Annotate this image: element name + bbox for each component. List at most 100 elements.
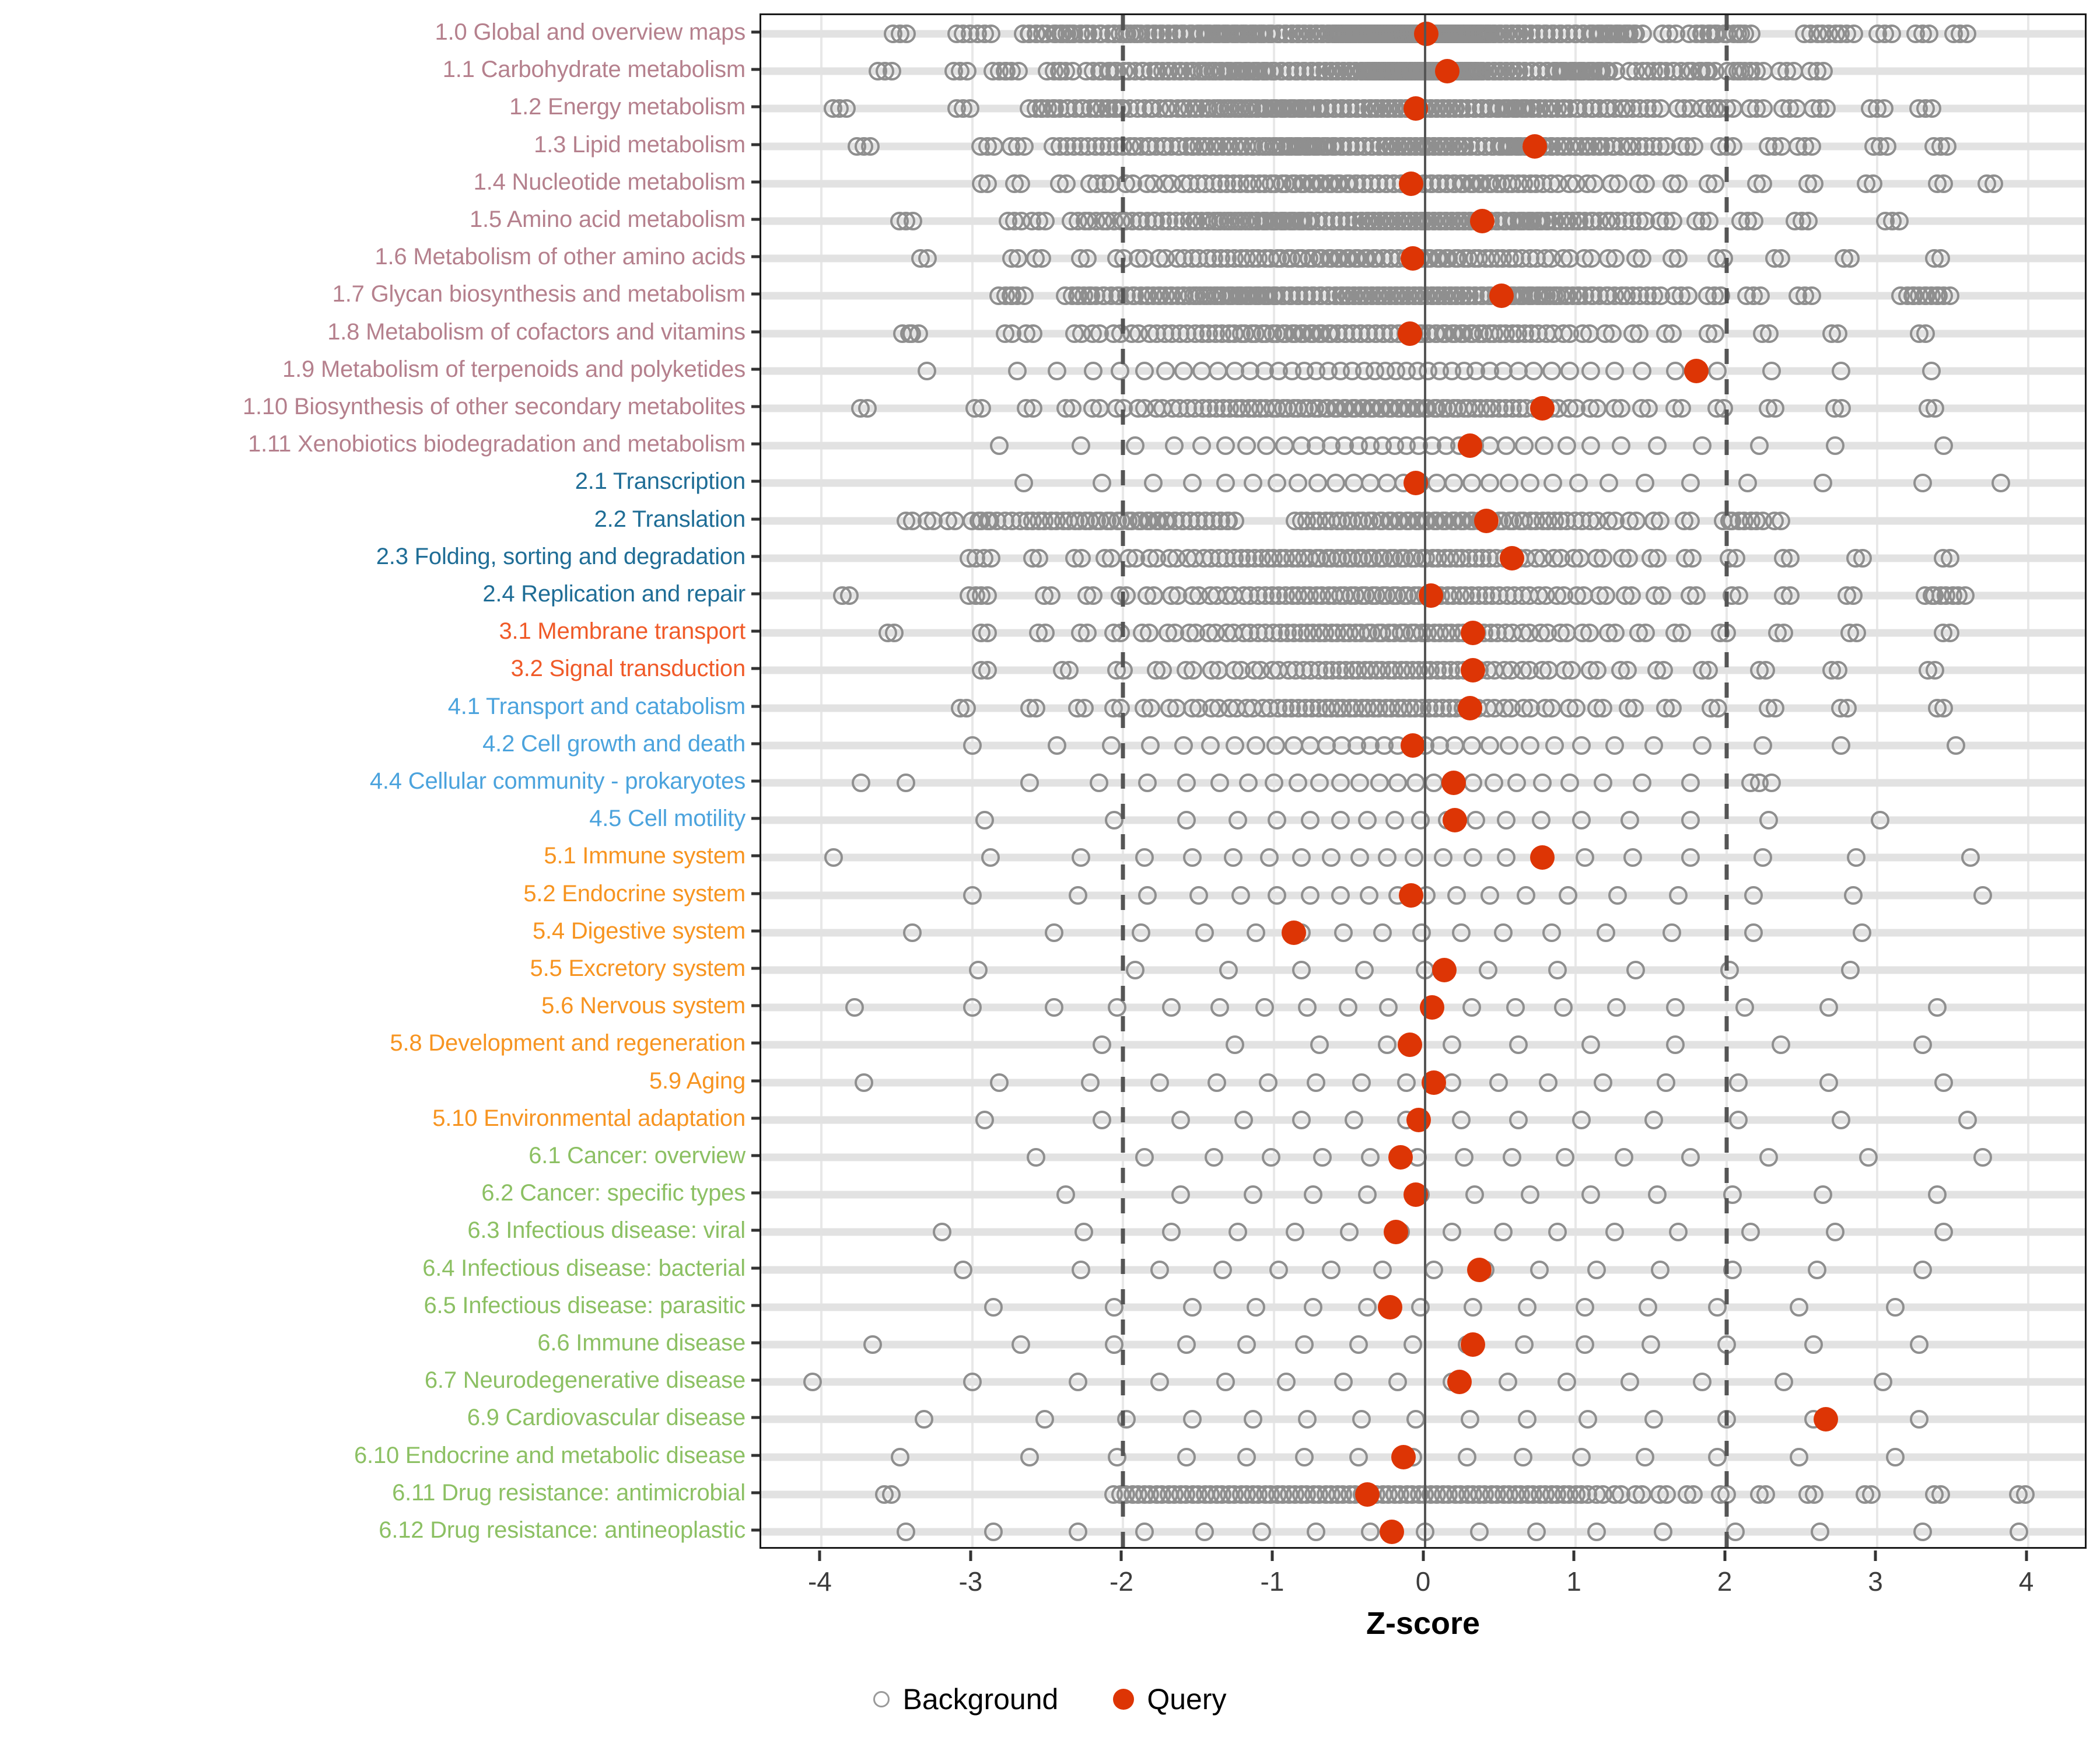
background-point — [1427, 474, 1447, 493]
query-point[interactable] — [1684, 358, 1709, 383]
y-axis-tick — [751, 1341, 760, 1345]
background-point — [1581, 1035, 1600, 1055]
background-point — [1593, 1073, 1612, 1092]
query-point[interactable] — [1530, 396, 1555, 421]
background-point — [1802, 136, 1821, 156]
query-point[interactable] — [1400, 733, 1425, 758]
background-point — [1093, 474, 1112, 493]
query-point[interactable] — [1414, 22, 1439, 47]
query-point[interactable] — [1400, 246, 1425, 271]
legend-item-background[interactable]: Background — [873, 1682, 1058, 1716]
background-point — [1581, 249, 1601, 268]
background-point — [1759, 1147, 1778, 1167]
background-point — [1464, 1297, 1483, 1317]
query-point[interactable] — [1399, 171, 1424, 196]
legend-item-query[interactable]: Query — [1113, 1682, 1227, 1716]
x-axis-tick-label: 4 — [2018, 1566, 2034, 1597]
background-point — [1913, 1035, 1932, 1055]
query-point[interactable] — [1418, 583, 1443, 608]
query-point[interactable] — [1500, 545, 1525, 570]
query-point[interactable] — [1435, 59, 1460, 84]
background-point — [1261, 1147, 1280, 1167]
y-axis-label: 5.4 Digestive system — [532, 918, 746, 944]
x-axis-tick-label: -4 — [807, 1566, 832, 1597]
background-point — [897, 24, 916, 44]
background-point — [1957, 24, 1976, 44]
query-point[interactable] — [1355, 1482, 1380, 1507]
background-point — [1650, 1260, 1670, 1279]
background-point — [845, 998, 864, 1017]
background-point — [1304, 1185, 1323, 1205]
background-point — [1216, 436, 1236, 456]
background-point — [1174, 736, 1193, 755]
query-point[interactable] — [1458, 433, 1483, 459]
background-point — [1209, 361, 1228, 380]
background-point — [1377, 1035, 1396, 1055]
background-point — [963, 886, 982, 905]
background-point — [1682, 548, 1702, 568]
background-point — [1195, 923, 1214, 942]
query-point[interactable] — [1522, 134, 1548, 159]
y-axis-label: 5.1 Immune system — [544, 843, 746, 869]
query-point[interactable] — [1447, 1370, 1472, 1395]
background-point — [1023, 399, 1042, 418]
background-point — [1083, 361, 1102, 380]
background-point — [1444, 474, 1463, 493]
background-point — [1301, 886, 1320, 905]
background-point — [1699, 212, 1718, 231]
background-point — [1928, 1185, 1947, 1205]
background-point — [1464, 774, 1483, 792]
query-point[interactable] — [1388, 1144, 1413, 1170]
query-point[interactable] — [1378, 1294, 1403, 1320]
background-point — [1020, 774, 1040, 792]
query-point[interactable] — [1458, 695, 1483, 720]
query-point[interactable] — [1391, 1444, 1416, 1469]
background-point — [1946, 736, 1965, 755]
background-point — [1359, 886, 1378, 905]
query-point[interactable] — [1530, 845, 1555, 870]
background-point — [963, 1373, 982, 1392]
background-point — [1672, 624, 1691, 643]
background-point — [1575, 1335, 1594, 1354]
y-axis-label: 1.8 Metabolism of cofactors and vitamins — [327, 318, 746, 345]
query-point[interactable] — [1397, 321, 1422, 346]
background-point — [1805, 1485, 1824, 1504]
background-point — [1548, 1223, 1567, 1242]
background-point — [1840, 960, 1860, 979]
background-point — [1934, 1073, 1953, 1092]
query-point[interactable] — [1474, 508, 1499, 533]
x-axis-tick — [818, 1550, 821, 1561]
query-point[interactable] — [1384, 1220, 1409, 1245]
query-marker-icon — [1113, 1689, 1135, 1710]
background-point — [918, 361, 937, 380]
y-axis-tick — [751, 368, 760, 371]
background-point — [984, 1522, 1003, 1541]
query-point[interactable] — [1466, 1257, 1492, 1282]
query-point[interactable] — [1406, 1107, 1432, 1132]
background-point — [824, 848, 844, 867]
background-point — [1304, 1297, 1323, 1317]
query-point[interactable] — [1397, 1032, 1422, 1058]
background-point — [1619, 548, 1639, 568]
background-point — [1605, 624, 1625, 643]
background-point — [1126, 960, 1145, 979]
background-point — [1560, 774, 1579, 792]
query-point[interactable] — [1461, 1332, 1486, 1357]
background-point — [1780, 586, 1800, 606]
query-point[interactable] — [1469, 209, 1494, 234]
query-point[interactable] — [1281, 920, 1306, 945]
query-point[interactable] — [1379, 1519, 1404, 1544]
background-point — [1738, 474, 1757, 493]
background-point — [1078, 249, 1097, 268]
y-axis-tick — [751, 1528, 760, 1532]
background-point — [2010, 1522, 2029, 1541]
query-point[interactable] — [1443, 808, 1468, 833]
background-point — [1210, 774, 1229, 792]
background-point — [1489, 1073, 1508, 1092]
query-point[interactable] — [1814, 1407, 1839, 1432]
query-point[interactable] — [1441, 771, 1466, 795]
background-point — [1605, 736, 1625, 755]
query-point[interactable] — [1399, 883, 1424, 908]
background-point — [1572, 736, 1591, 755]
query-point[interactable] — [1432, 957, 1457, 982]
